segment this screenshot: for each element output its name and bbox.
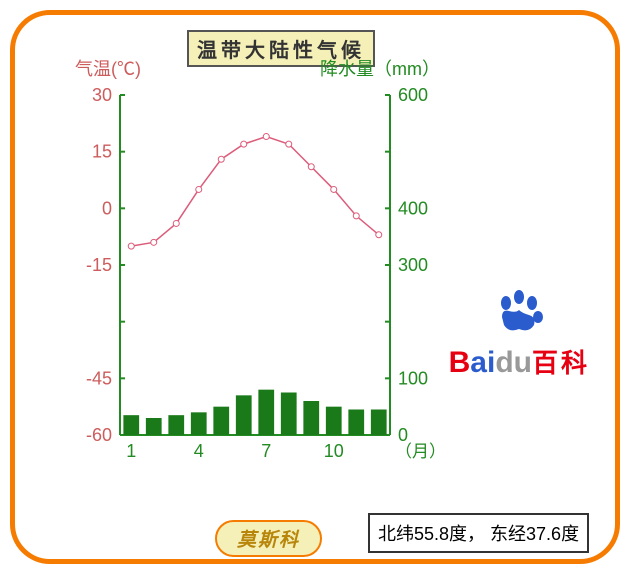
precip-axis-label: 降水量（mm）	[320, 55, 440, 81]
baidu-logo: Baidu百科	[449, 285, 590, 380]
svg-text:7: 7	[261, 441, 271, 461]
svg-text:4: 4	[194, 441, 204, 461]
logo-text: Baidu百科	[449, 343, 590, 380]
svg-text:1: 1	[126, 441, 136, 461]
svg-text:0: 0	[102, 198, 112, 218]
paw-icon	[494, 285, 544, 335]
svg-text:600: 600	[398, 85, 428, 105]
svg-text:400: 400	[398, 198, 428, 218]
svg-text:-45: -45	[86, 368, 112, 388]
chart-frame: 温带大陆性气候 气温(℃) 降水量（mm） 30150-15-45-606004…	[10, 10, 620, 564]
svg-text:30: 30	[92, 85, 112, 105]
climate-chart: 30150-15-45-60600400300100014710（月）	[120, 90, 390, 465]
svg-text:-15: -15	[86, 255, 112, 275]
coordinates-box: 北纬55.8度， 东经37.6度	[368, 513, 589, 553]
svg-text:-60: -60	[86, 425, 112, 445]
location-label: 莫斯科	[215, 520, 322, 557]
temp-axis-label: 气温(℃)	[75, 55, 141, 81]
svg-text:15: 15	[92, 142, 112, 162]
svg-text:（月）: （月）	[395, 442, 446, 461]
svg-text:100: 100	[398, 368, 428, 388]
svg-text:300: 300	[398, 255, 428, 275]
svg-text:10: 10	[324, 441, 344, 461]
